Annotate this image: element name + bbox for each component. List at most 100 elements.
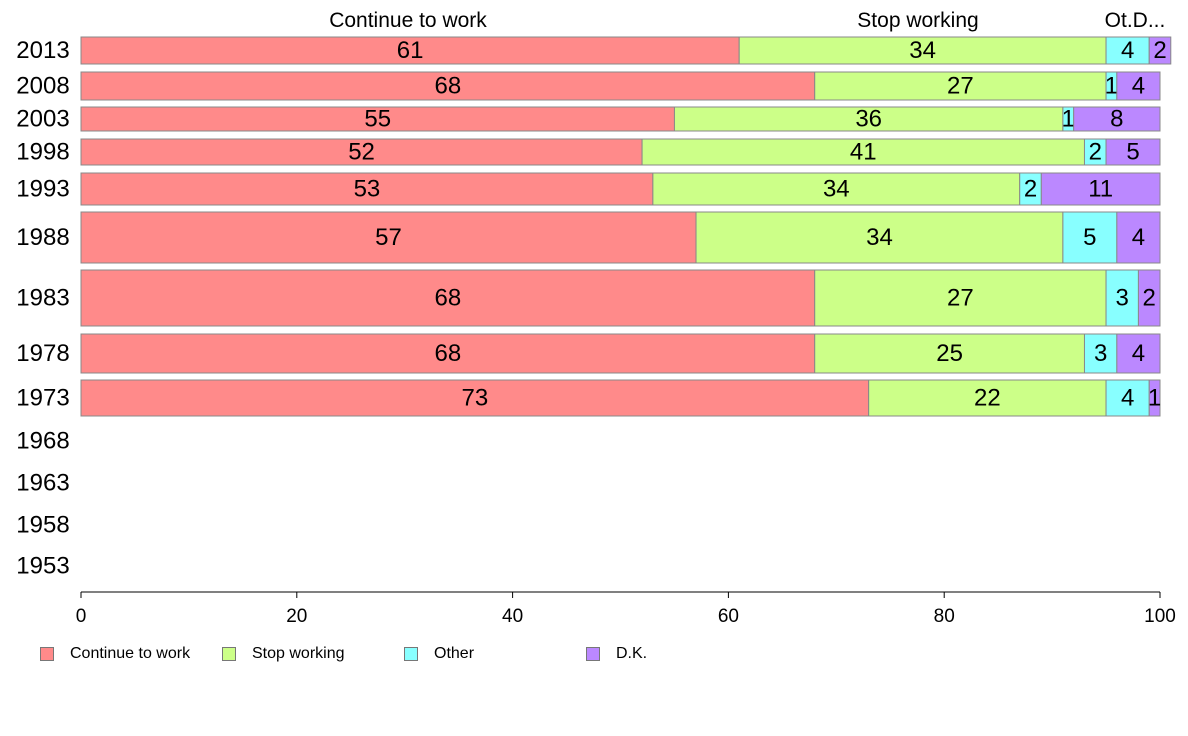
data-label-other-2003: 1 — [1062, 106, 1075, 133]
bar-stop-working-1983 — [814, 269, 1107, 327]
data-label-continue-to-work-1988: 57 — [375, 224, 402, 251]
data-label-d-k-1978: 4 — [1132, 340, 1145, 367]
bar-stop-working-1998 — [641, 138, 1085, 166]
column-headers: Continue to work Stop working Ot.D... — [329, 9, 1165, 32]
data-label-stop-working-2008: 27 — [947, 73, 974, 100]
data-label-d-k-1983: 2 — [1143, 285, 1156, 312]
bar-stop-working-1988 — [695, 211, 1064, 264]
data-label-stop-working-1993: 34 — [823, 176, 850, 203]
data-label-d-k-1988: 4 — [1132, 224, 1145, 251]
bar-stop-working-2003 — [673, 106, 1064, 132]
bar-d-k-1998 — [1105, 138, 1161, 166]
legend-item-stop: Stop working — [222, 645, 345, 663]
bar-continue-to-work-2013 — [80, 36, 740, 65]
bar-stop-working-1978 — [814, 333, 1085, 374]
data-label-other-1983: 3 — [1116, 285, 1129, 312]
data-label-continue-to-work-1983: 68 — [435, 285, 462, 312]
bar-other-1983 — [1105, 269, 1139, 327]
bar-d-k-1978 — [1116, 333, 1161, 374]
legend-label-dk: D.K. — [616, 645, 648, 662]
data-label-other-2008: 1 — [1105, 73, 1118, 100]
bar-d-k-2013 — [1148, 36, 1172, 65]
bar-stop-working-2013 — [738, 36, 1107, 65]
data-label-d-k-1998: 5 — [1126, 139, 1139, 166]
data-label-d-k-2013: 2 — [1153, 37, 1166, 64]
header-stop: Stop working — [857, 9, 978, 32]
data-label-continue-to-work-2013: 61 — [397, 37, 424, 64]
data-label-other-1993: 2 — [1024, 176, 1037, 203]
data-label-other-1998: 2 — [1089, 139, 1102, 166]
y-label-1993: 1993 — [16, 176, 69, 203]
x-tick-label-0: 0 — [76, 606, 87, 627]
bar-d-k-1973 — [1148, 379, 1161, 417]
bar-continue-to-work-2008 — [80, 71, 816, 101]
y-label-2003: 2003 — [16, 106, 69, 133]
bar-other-1978 — [1083, 333, 1118, 374]
legend-swatch-other — [404, 647, 418, 661]
bar-stop-working-1993 — [652, 172, 1021, 206]
data-label-continue-to-work-2003: 55 — [364, 106, 391, 133]
data-label-stop-working-1998: 41 — [850, 139, 877, 166]
x-tick-label-60: 60 — [718, 606, 739, 627]
y-label-1963: 1963 — [16, 470, 69, 497]
y-axis-labels: 2013 2008 2003 1998 1993 1988 1983 1978 1973 1968… — [16, 37, 69, 580]
data-label-stop-working-1973: 22 — [974, 385, 1001, 412]
bar-d-k-1983 — [1137, 269, 1161, 327]
data-label-continue-to-work-1998: 52 — [348, 139, 375, 166]
data-label-other-1978: 3 — [1094, 340, 1107, 367]
legend-swatch-dk — [586, 647, 600, 661]
data-label-d-k-1993: 11 — [1088, 176, 1113, 203]
bar-other-2013 — [1105, 36, 1150, 65]
bar-stop-working-1973 — [868, 379, 1107, 417]
y-label-1958: 1958 — [16, 512, 69, 539]
header-continue: Continue to work — [329, 9, 487, 32]
stacked-bar-chart: Continue to work Stop working Ot.D... 61… — [16, 9, 1176, 627]
data-label-stop-working-1988: 34 — [866, 224, 893, 251]
bar-d-k-2003 — [1073, 106, 1161, 132]
data-label-continue-to-work-1993: 53 — [354, 176, 381, 203]
y-label-2013: 2013 — [16, 37, 69, 64]
data-label-other-1973: 4 — [1121, 385, 1134, 412]
legend-item-other: Other — [404, 645, 474, 663]
legend-label-other: Other — [434, 645, 475, 662]
x-tick-label-20: 20 — [286, 606, 307, 627]
x-tick-label-80: 80 — [934, 606, 955, 627]
legend-swatch-continue — [40, 647, 54, 661]
y-label-1968: 1968 — [16, 428, 69, 455]
y-label-1988: 1988 — [16, 224, 69, 251]
data-label-continue-to-work-1973: 73 — [461, 385, 488, 412]
data-label-d-k-2003: 8 — [1110, 106, 1123, 133]
legend-label-stop: Stop working — [252, 645, 345, 662]
legend-label-continue: Continue to work — [70, 645, 191, 662]
bar-d-k-2008 — [1116, 71, 1161, 101]
x-tick-label-40: 40 — [502, 606, 523, 627]
bar-continue-to-work-1998 — [80, 138, 643, 166]
data-label-stop-working-1978: 25 — [936, 340, 963, 367]
y-label-1998: 1998 — [16, 139, 69, 166]
data-label-other-2013: 4 — [1121, 37, 1134, 64]
x-tick-label-100: 100 — [1144, 606, 1176, 627]
legend-item-dk: D.K. — [586, 645, 647, 663]
header-other-dk: Ot.D... — [1105, 9, 1166, 32]
bar-d-k-1988 — [1116, 211, 1161, 264]
bar-other-1988 — [1062, 211, 1118, 264]
bar-continue-to-work-2003 — [80, 106, 675, 132]
bar-other-1973 — [1105, 379, 1150, 417]
data-label-continue-to-work-2008: 68 — [435, 73, 462, 100]
data-label-continue-to-work-1978: 68 — [435, 340, 462, 367]
y-label-2008: 2008 — [16, 73, 69, 100]
bar-d-k-1993 — [1040, 172, 1161, 206]
bar-stop-working-2008 — [814, 71, 1107, 101]
y-label-1978: 1978 — [16, 340, 69, 367]
legend-swatch-stop — [222, 647, 236, 661]
bar-continue-to-work-1983 — [80, 269, 816, 327]
bar-continue-to-work-1978 — [80, 333, 816, 374]
y-label-1953: 1953 — [16, 553, 69, 580]
y-label-1983: 1983 — [16, 285, 69, 312]
legend-item-continue: Continue to work — [40, 645, 190, 663]
x-axis: 0 20 40 60 80 100 — [76, 591, 1176, 627]
bar-continue-to-work-1988 — [80, 211, 697, 264]
data-label-stop-working-2003: 36 — [855, 106, 882, 133]
data-label-d-k-1973: 1 — [1148, 385, 1161, 412]
